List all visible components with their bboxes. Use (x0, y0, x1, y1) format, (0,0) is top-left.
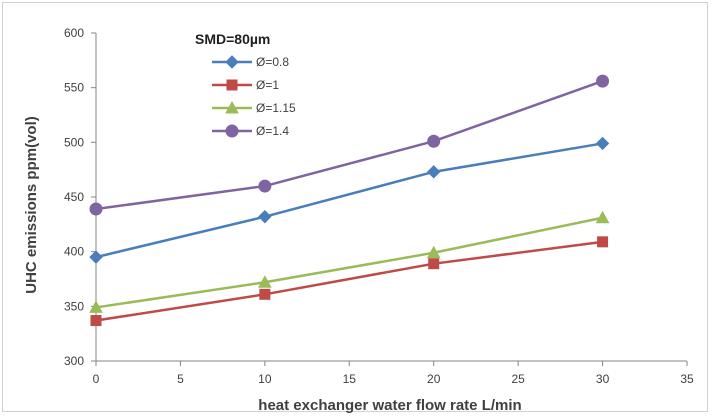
data-point (89, 250, 103, 264)
legend-marker (225, 55, 239, 69)
data-point (259, 288, 271, 300)
x-tick-label: 0 (93, 372, 100, 386)
series-layer (89, 74, 610, 327)
series-line (95, 240, 603, 322)
legend-label: Ø=0.8 (256, 55, 289, 69)
y-axis-title: UHC emissions ppm(vol) (23, 116, 40, 294)
data-point (596, 74, 610, 88)
data-point (595, 136, 610, 151)
y-tick-label: 400 (64, 245, 84, 259)
legend-label: Ø=1.4 (256, 124, 289, 138)
legend-label: Ø=1.15 (256, 101, 296, 115)
legend-marker (225, 100, 239, 114)
x-tick-label: 10 (258, 372, 272, 386)
data-point (595, 210, 610, 224)
x-axis-title: heat exchanger water flow rate L/min (258, 397, 521, 414)
series-1 (90, 236, 609, 327)
data-point (426, 245, 441, 259)
legend-label: Ø=1 (256, 78, 279, 92)
y-tick-label: 350 (64, 299, 84, 313)
legend-title: SMD=80µm (195, 31, 270, 47)
series-line (95, 79, 603, 211)
legend-item: Ø=1.4 (212, 124, 289, 138)
series-line (95, 142, 603, 259)
x-tick-label: 30 (596, 372, 610, 386)
x-tick-label: 35 (680, 372, 694, 386)
data-point (427, 134, 441, 148)
data-point (258, 179, 272, 193)
legend: SMD=80µm Ø=0.8 Ø=1 Ø=1.15 Ø=1.4 (195, 31, 296, 138)
legend-marker (226, 79, 238, 91)
y-tick-label: 450 (64, 190, 84, 204)
y-tick-label: 500 (64, 135, 84, 149)
series-3 (89, 74, 610, 216)
tick-labels: 300 350 400 450 500 550 600 0 5 10 15 20 25 30 35 (64, 26, 694, 386)
data-point (258, 275, 272, 288)
y-tick-label: 300 (64, 354, 84, 368)
x-tick-label: 15 (343, 372, 357, 386)
data-point (89, 300, 103, 313)
data-point (89, 202, 103, 216)
data-point (427, 165, 441, 179)
data-point (597, 236, 609, 248)
y-tick-label: 550 (64, 81, 84, 95)
x-tick-label: 20 (427, 372, 441, 386)
series-line (95, 216, 603, 309)
y-tick-label: 600 (64, 26, 84, 40)
data-point (428, 258, 440, 270)
series-2 (89, 210, 610, 313)
x-tick-label: 5 (177, 372, 184, 386)
legend-item: Ø=0.8 (212, 55, 289, 69)
legend-marker (225, 124, 239, 138)
series-0 (89, 136, 610, 264)
x-tick-label: 25 (511, 372, 525, 386)
legend-item: Ø=1 (212, 78, 279, 92)
data-point (258, 209, 272, 224)
data-point (90, 315, 102, 327)
legend-item: Ø=1.15 (212, 100, 296, 115)
